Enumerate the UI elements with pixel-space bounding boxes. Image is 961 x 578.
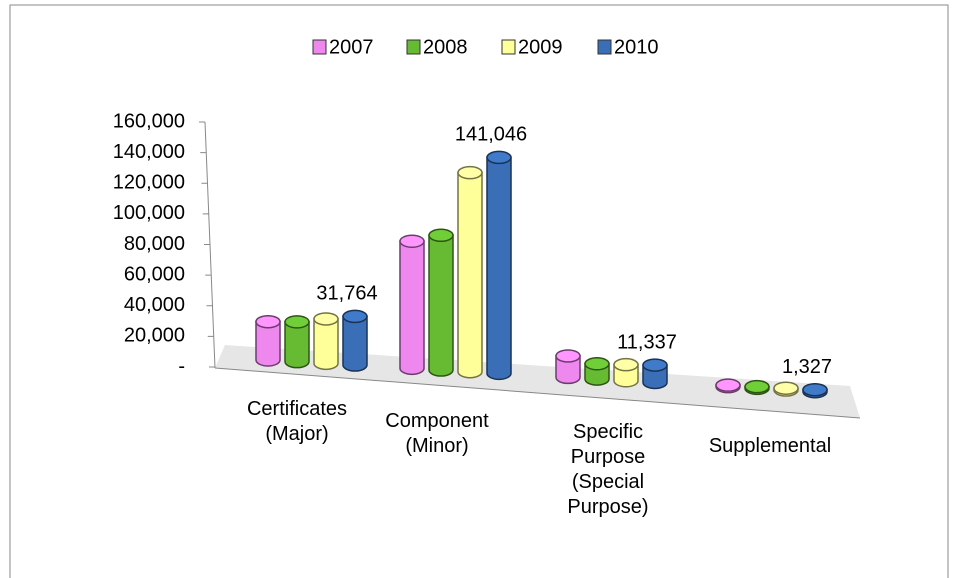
cylinder-top [613, 357, 639, 372]
legend-label: 2007 [329, 36, 374, 58]
cylinder [399, 240, 425, 376]
y-tick-label: 140,000 [113, 141, 185, 163]
cylinder [342, 315, 368, 372]
cylinder-top [773, 381, 799, 395]
cylinder-top [642, 358, 668, 372]
floor [215, 345, 860, 418]
cylinder-top [457, 165, 483, 180]
y-tick-label: 40,000 [124, 294, 185, 316]
cylinder [313, 318, 339, 371]
cylinder [486, 156, 512, 381]
cylinder-top [284, 315, 310, 329]
x-tick-label: Component (Minor) [385, 410, 489, 457]
cylinder [555, 355, 581, 385]
legend-label: 2009 [518, 36, 563, 58]
y-tick-label: 100,000 [113, 202, 185, 224]
cylinder [255, 320, 281, 367]
x-tick-label: Certificates (Major) [247, 398, 347, 445]
cylinder-top [802, 382, 828, 397]
y-tick-label: 20,000 [124, 325, 185, 347]
floor-edge [214, 367, 861, 419]
cylinder-top [555, 349, 581, 363]
legend-swatch [406, 39, 421, 55]
data-label: 1,327 [782, 356, 832, 378]
y-tick-label: 120,000 [113, 172, 185, 194]
cylinder-top [399, 234, 425, 249]
cylinder-top [715, 378, 741, 392]
y-tick-label: 160,000 [113, 110, 185, 132]
y-tick-label: - [178, 355, 185, 377]
cylinder-top [342, 309, 368, 324]
data-label: 11,337 [617, 331, 677, 353]
x-tick-label: Specific Purpose (Special Purpose) [567, 421, 648, 518]
cylinder [428, 234, 454, 377]
cylinder [284, 321, 310, 369]
cylinder [457, 171, 483, 379]
legend-swatch [597, 39, 612, 55]
data-label: 141,046 [455, 124, 527, 146]
legend-swatch [501, 39, 516, 55]
y-tick-label: 60,000 [124, 263, 185, 285]
cylinder-top [744, 379, 770, 394]
y-tick-label: 80,000 [124, 233, 185, 255]
x-tick-label: Supplemental [709, 435, 831, 457]
cylinder-top [486, 150, 512, 165]
cylinder-top [428, 228, 454, 243]
y-axis [204, 121, 216, 369]
cylinder-top [255, 314, 281, 329]
data-label: 31,764 [316, 283, 377, 305]
cylinder-top [313, 312, 339, 326]
legend-label: 2010 [614, 36, 659, 58]
legend-label: 2008 [423, 36, 468, 58]
cylinder-top [584, 357, 610, 371]
legend-swatch [312, 39, 327, 55]
